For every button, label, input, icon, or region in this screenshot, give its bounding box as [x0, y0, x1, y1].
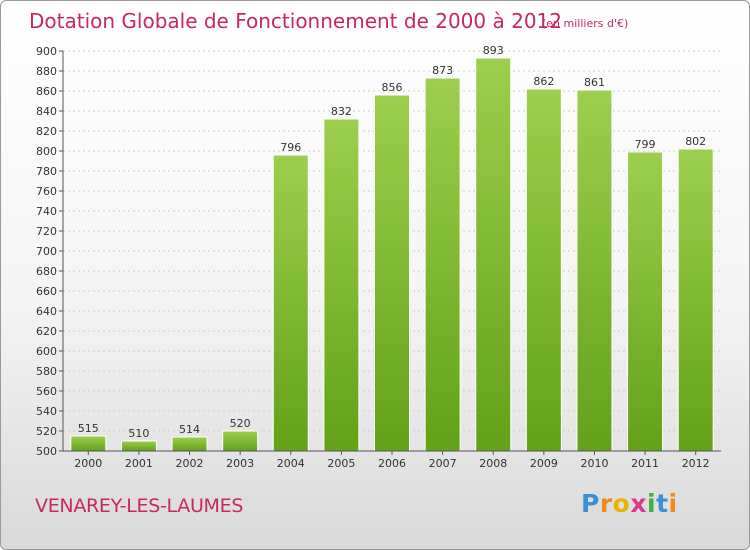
- bar-2002[interactable]: [171, 436, 208, 452]
- y-tick-label: 780: [36, 165, 57, 178]
- y-tick-label: 820: [36, 125, 57, 138]
- y-tick-label: 800: [36, 145, 57, 158]
- value-label-2011: 799: [635, 138, 656, 151]
- y-tick-label: 500: [36, 445, 57, 458]
- value-label-2004: 796: [280, 141, 301, 154]
- x-tick-label-2012: 2012: [682, 457, 710, 470]
- y-tick-label: 740: [36, 205, 57, 218]
- y-tick-label: 840: [36, 105, 57, 118]
- chart-subtitle: (en milliers d'€): [542, 17, 629, 30]
- x-tick-label-2006: 2006: [378, 457, 406, 470]
- value-label-2012: 802: [685, 135, 706, 148]
- city-name: VENAREY-LES-LAUMES: [35, 495, 244, 517]
- bar-2006[interactable]: [374, 94, 410, 452]
- chart-title: Dotation Globale de Fonctionnement de 20…: [29, 9, 562, 33]
- y-tick-label: 880: [36, 65, 57, 78]
- y-tick-label: 900: [36, 45, 57, 58]
- proxiti-logo[interactable]: Proxiti: [581, 489, 678, 518]
- value-label-2007: 873: [432, 64, 453, 77]
- y-tick-label: 860: [36, 85, 57, 98]
- value-label-2002: 514: [179, 423, 200, 436]
- value-labels: 515 510 514 520 796 832 856 873 893 862 861 799 802: [78, 44, 706, 440]
- value-label-2008: 893: [483, 44, 504, 57]
- x-tick-label-2002: 2002: [176, 457, 204, 470]
- y-tick-label: 520: [36, 425, 57, 438]
- bar-2003[interactable]: [222, 430, 259, 452]
- bar-2001[interactable]: [120, 440, 157, 452]
- bar-2011[interactable]: [627, 151, 664, 452]
- bars: [70, 57, 714, 452]
- y-tick-label: 680: [36, 265, 57, 278]
- x-tick-label-2010: 2010: [580, 457, 608, 470]
- x-tick-label-2005: 2005: [327, 457, 355, 470]
- y-tick-label: 540: [36, 405, 57, 418]
- x-tick-label-2007: 2007: [429, 457, 457, 470]
- x-tick-label-2003: 2003: [226, 457, 254, 470]
- bar-2010[interactable]: [576, 89, 613, 452]
- value-label-2001: 510: [128, 427, 149, 440]
- x-tick-label-2001: 2001: [125, 457, 153, 470]
- bar-2012[interactable]: [677, 148, 714, 452]
- bar-2000[interactable]: [70, 435, 107, 452]
- x-axis: 2000 2001 2002 2003 2004 2005 2006 2007 2008 2009…: [63, 450, 721, 470]
- x-tick-label-2011: 2011: [631, 457, 659, 470]
- x-tick-label-2004: 2004: [277, 457, 305, 470]
- bar-2005[interactable]: [323, 118, 360, 452]
- bar-2009[interactable]: [525, 88, 562, 452]
- y-tick-label: 560: [36, 385, 57, 398]
- y-tick-label: 580: [36, 365, 57, 378]
- value-label-2005: 832: [331, 105, 352, 118]
- y-tick-label: 760: [36, 185, 57, 198]
- y-tick-label: 660: [36, 285, 57, 298]
- y-tick-label: 720: [36, 225, 57, 238]
- value-label-2010: 861: [584, 76, 605, 89]
- bar-2007[interactable]: [424, 77, 461, 452]
- bar-2004[interactable]: [272, 154, 309, 452]
- y-tick-label: 600: [36, 345, 57, 358]
- y-tick-label: 700: [36, 245, 57, 258]
- value-label-2003: 520: [230, 417, 251, 430]
- value-label-2009: 862: [533, 75, 554, 88]
- x-tick-label-2000: 2000: [74, 457, 102, 470]
- x-tick-label-2009: 2009: [530, 457, 558, 470]
- y-axis: 500 520 540 560 580 600 620 640 660 680 700 720 740 7…: [36, 45, 64, 458]
- y-tick-label: 640: [36, 305, 57, 318]
- x-tick-label-2008: 2008: [479, 457, 507, 470]
- bar-2008[interactable]: [475, 57, 512, 452]
- value-label-2000: 515: [78, 422, 99, 435]
- value-label-2006: 856: [382, 81, 403, 94]
- y-tick-label: 620: [36, 325, 57, 338]
